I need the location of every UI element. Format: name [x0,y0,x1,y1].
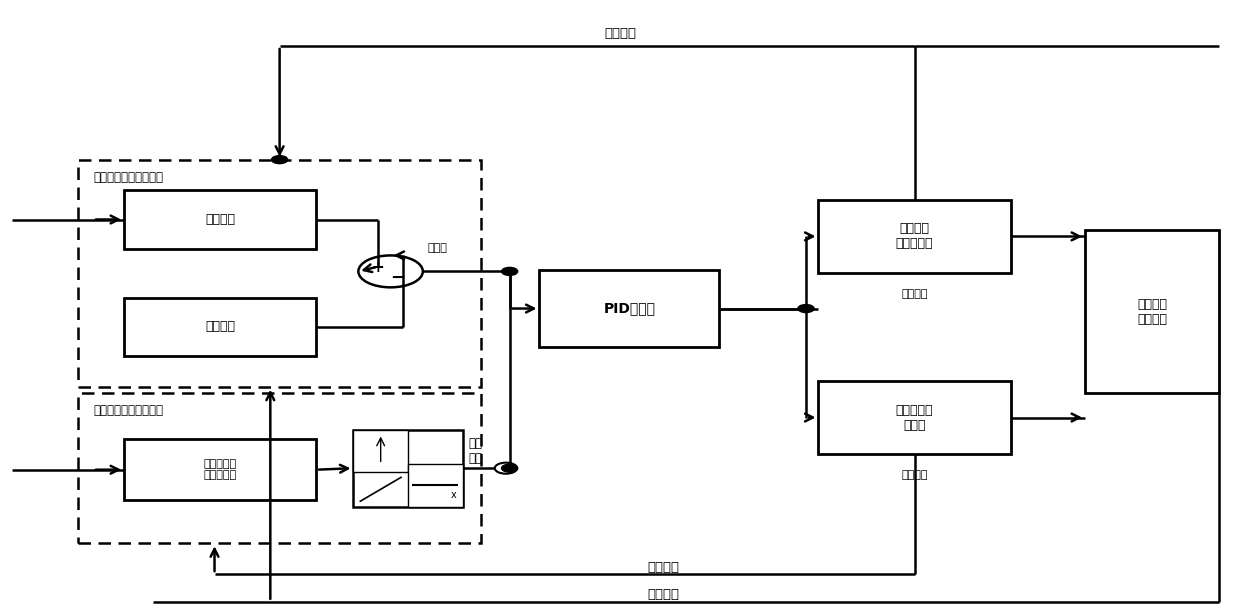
Text: 一级输出: 一级输出 [901,289,928,298]
Bar [539,270,719,347]
Bar [78,160,481,387]
Bar [78,393,481,543]
Text: 转速输出: 转速输出 [205,321,236,333]
Text: +: + [372,260,384,274]
Text: 电流反馈: 电流反馈 [604,27,636,41]
Text: 励磁线圈
电流输出量: 励磁线圈 电流输出量 [895,222,934,251]
Text: 二级输出: 二级输出 [901,470,928,480]
Text: 磁流变软
启动输出: 磁流变软 启动输出 [1137,298,1167,325]
Circle shape [358,255,423,287]
Text: 转速反馈: 转速反馈 [647,588,680,601]
Text: 液压反馈: 液压反馈 [647,561,680,575]
Bar [124,190,316,249]
Bar [818,200,1011,273]
Text: 一级输入（电流驱动）: 一级输入（电流驱动） [93,171,162,184]
Bar [353,430,463,507]
Bar [353,430,408,472]
Bar [1085,230,1219,393]
Text: 转速输入: 转速输入 [205,213,236,226]
Text: 液压缸压力
输出量: 液压缸压力 输出量 [895,403,934,432]
Bar [408,464,463,507]
Text: 加法器: 加法器 [428,243,448,253]
Text: −: − [391,269,405,287]
Text: PID控制器: PID控制器 [604,301,655,316]
Circle shape [272,156,288,164]
Bar [124,298,316,356]
Circle shape [501,464,518,472]
Text: 饱和
开关: 饱和 开关 [469,437,482,465]
Bar [124,439,316,500]
Text: 二级输入（液压驱动）: 二级输入（液压驱动） [93,404,162,417]
Text: x: x [450,491,456,500]
Text: 磁流变液介
质压力采集: 磁流变液介 质压力采集 [203,459,237,481]
Bar [818,381,1011,454]
Circle shape [501,268,518,275]
Circle shape [799,305,813,313]
Circle shape [495,463,517,474]
